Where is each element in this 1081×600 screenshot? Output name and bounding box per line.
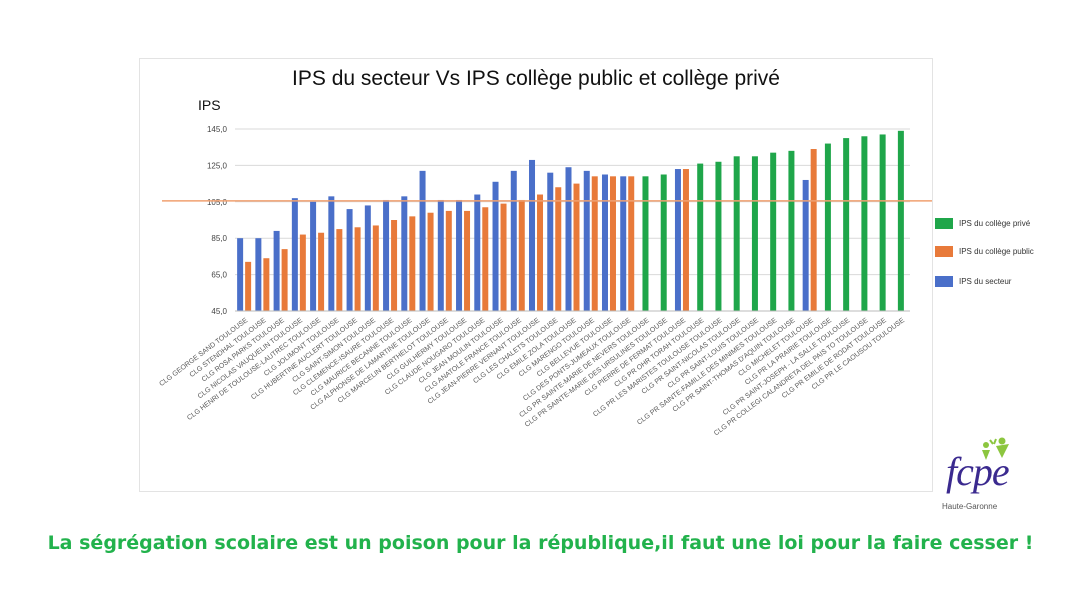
bar-secteur bbox=[364, 205, 371, 311]
bar-prive bbox=[751, 156, 758, 311]
legend-item-public: IPS du collège public bbox=[935, 246, 1034, 257]
bar-secteur bbox=[310, 201, 317, 311]
bar-prive bbox=[660, 174, 667, 311]
y-tick-label: 125,0 bbox=[207, 161, 228, 170]
bar-secteur bbox=[601, 174, 608, 311]
bar-public bbox=[682, 169, 689, 311]
legend-item-prive: IPS du collège privé bbox=[935, 218, 1030, 229]
bar-public bbox=[263, 258, 270, 311]
bar-prive bbox=[788, 150, 795, 311]
y-tick-label: 65,0 bbox=[211, 271, 227, 280]
bar-prive bbox=[843, 138, 850, 311]
logo-word: fcpe bbox=[946, 449, 1010, 494]
legend-swatch-prive bbox=[935, 218, 953, 229]
bar-public bbox=[810, 149, 817, 311]
bar-public bbox=[354, 227, 361, 311]
bar-prive bbox=[715, 161, 722, 311]
legend-label-secteur: IPS du secteur bbox=[959, 277, 1012, 286]
bar-secteur bbox=[255, 238, 262, 311]
bar-public bbox=[445, 210, 452, 311]
bar-secteur bbox=[583, 170, 590, 311]
bar-public bbox=[281, 249, 288, 311]
bar-public bbox=[500, 203, 507, 311]
y-tick-label: 45,0 bbox=[211, 307, 227, 316]
legend-label-prive: IPS du collège privé bbox=[959, 219, 1031, 228]
y-tick-label: 145,0 bbox=[207, 125, 228, 134]
bar-secteur bbox=[401, 196, 408, 311]
legend-swatch-public bbox=[935, 246, 953, 257]
bar-public bbox=[573, 183, 580, 311]
bar-secteur bbox=[565, 167, 572, 311]
logo-figures-icon bbox=[982, 437, 1009, 460]
bar-prive bbox=[897, 130, 904, 311]
bar-secteur bbox=[346, 209, 353, 311]
bar-secteur bbox=[383, 199, 390, 311]
bar-prive bbox=[861, 136, 868, 311]
bar-prive bbox=[824, 143, 831, 311]
bar-public bbox=[245, 261, 252, 311]
bar-public bbox=[336, 229, 343, 311]
bar-public bbox=[628, 176, 635, 311]
caption-text: La ségrégation scolaire est un poison po… bbox=[47, 532, 1034, 554]
bar-public bbox=[537, 194, 544, 311]
bar-secteur bbox=[802, 179, 809, 311]
bar-public bbox=[591, 176, 598, 311]
bar-secteur bbox=[620, 176, 627, 311]
bar-public bbox=[482, 207, 489, 311]
logo-subtitle: Haute-Garonne bbox=[942, 502, 998, 511]
bar-secteur bbox=[547, 172, 554, 311]
bar-prive bbox=[770, 152, 777, 311]
bar-chart: IPS du secteur Vs IPS collège public et … bbox=[158, 67, 932, 437]
bar-public bbox=[391, 220, 398, 311]
bar-prive bbox=[733, 156, 740, 311]
bar-secteur bbox=[510, 170, 517, 311]
bar-public bbox=[318, 232, 325, 311]
legend-label-public: IPS du collège public bbox=[959, 247, 1034, 256]
bar-prive bbox=[642, 176, 649, 311]
bar-secteur bbox=[474, 194, 481, 311]
bar-secteur bbox=[291, 198, 298, 311]
bar-secteur bbox=[328, 196, 335, 311]
legend-swatch-secteur bbox=[935, 276, 953, 287]
bar-secteur bbox=[419, 170, 426, 311]
legend-item-secteur: IPS du secteur bbox=[935, 276, 1011, 287]
bar-prive bbox=[697, 163, 704, 311]
bar-public bbox=[555, 187, 562, 311]
bar-secteur bbox=[437, 199, 444, 311]
bar-secteur bbox=[456, 199, 463, 311]
bar-public bbox=[372, 225, 379, 311]
bar-public bbox=[427, 212, 434, 311]
fcpe-logo: fcpe Haute-Garonne bbox=[930, 436, 1030, 516]
bar-public bbox=[299, 234, 306, 311]
bar-secteur bbox=[674, 169, 681, 311]
bar-public bbox=[464, 210, 471, 311]
bar-secteur bbox=[237, 238, 244, 311]
bar-public bbox=[518, 199, 525, 311]
bar-secteur bbox=[529, 159, 536, 311]
bar-prive bbox=[879, 134, 886, 311]
chart-panel: IPS du secteur Vs IPS collège public et … bbox=[139, 58, 933, 492]
chart-title: IPS du secteur Vs IPS collège public et … bbox=[292, 67, 780, 90]
bar-public bbox=[609, 176, 616, 311]
bar-public bbox=[409, 216, 416, 311]
y-axis-label: IPS bbox=[198, 97, 221, 113]
y-tick-label: 85,0 bbox=[211, 234, 227, 243]
y-tick-label: 105,0 bbox=[207, 198, 228, 207]
bar-secteur bbox=[273, 230, 280, 311]
bar-secteur bbox=[492, 181, 499, 311]
